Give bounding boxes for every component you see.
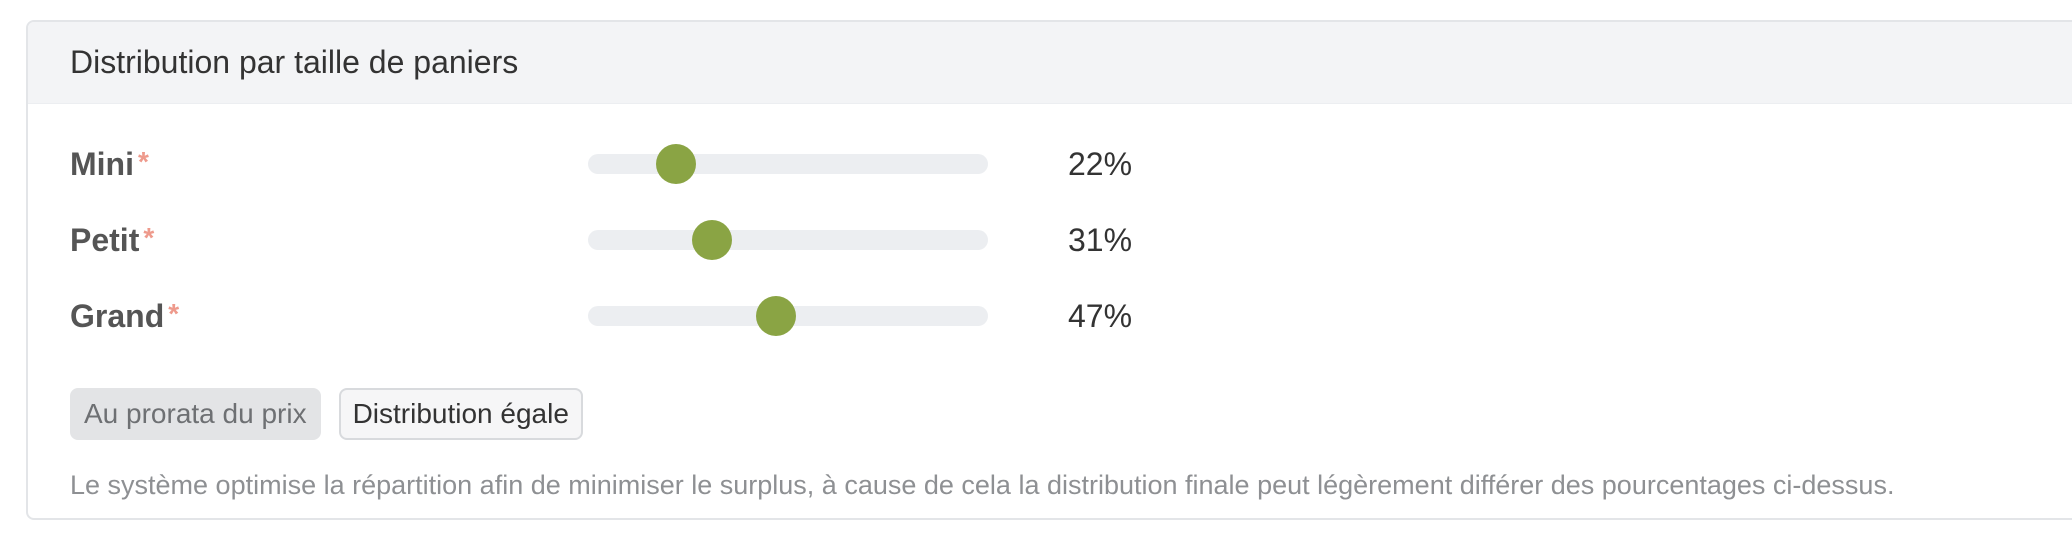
slider-row-mini: Mini * 22% bbox=[70, 142, 1170, 184]
required-mark: * bbox=[137, 146, 149, 177]
slider-value-grand: 47% bbox=[1067, 298, 1133, 334]
slider-row-petit: Petit * 31% bbox=[70, 218, 1170, 260]
help-note: Le système optimise la répartition afin … bbox=[70, 470, 1895, 500]
equal-distribution-button[interactable]: Distribution égale bbox=[338, 388, 583, 440]
slider-track-mini[interactable] bbox=[588, 144, 988, 184]
slider-value-petit: 31% bbox=[1067, 222, 1133, 258]
slider-thumb-grand[interactable] bbox=[756, 296, 796, 336]
required-mark: * bbox=[143, 222, 155, 253]
required-mark: * bbox=[168, 298, 180, 329]
panel-header: Distribution par taille de paniers bbox=[28, 22, 2072, 104]
slider-label-grand: Grand * bbox=[70, 298, 180, 334]
slider-thumb-mini[interactable] bbox=[656, 144, 696, 184]
basket-distribution-panel: Distribution par taille de paniers Mini *… bbox=[26, 20, 2072, 520]
distribution-buttons: Au prorata du prix Distribution égale bbox=[70, 388, 583, 440]
panel-title: Distribution par taille de paniers bbox=[70, 44, 519, 80]
prorata-button[interactable]: Au prorata du prix bbox=[70, 388, 321, 440]
slider-value-mini: 22% bbox=[1067, 146, 1133, 182]
slider-track-grand[interactable] bbox=[588, 296, 988, 336]
slider-track-petit[interactable] bbox=[588, 220, 988, 260]
slider-label-mini: Mini * bbox=[70, 146, 149, 182]
slider-label-petit: Petit * bbox=[70, 222, 155, 258]
slider-thumb-petit[interactable] bbox=[692, 220, 732, 260]
slider-row-grand: Grand * 47% bbox=[70, 294, 1170, 336]
